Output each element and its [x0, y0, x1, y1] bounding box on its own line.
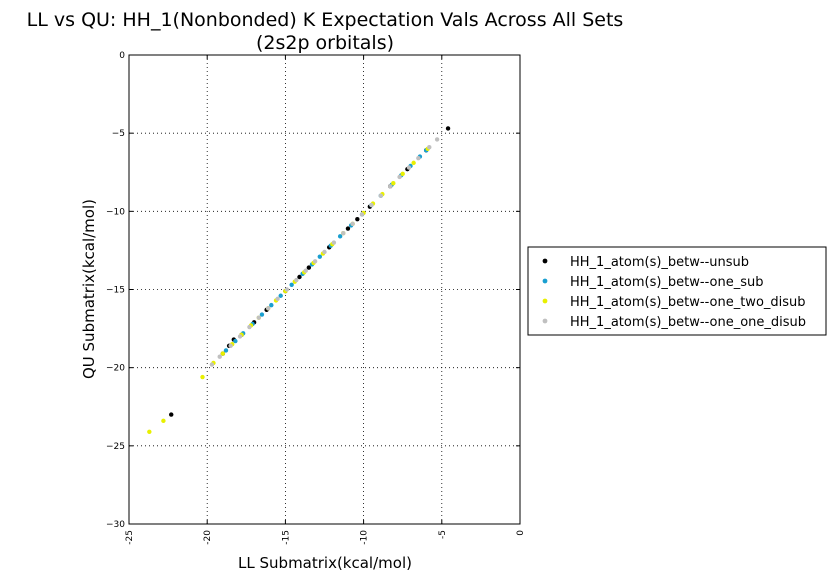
- y-tick-label: −20: [106, 364, 125, 374]
- data-point: [445, 126, 451, 131]
- chart-subtitle: (2s2p orbitals): [256, 32, 394, 54]
- y-tick-label: −15: [106, 286, 125, 296]
- data-point: [147, 429, 152, 434]
- y-tick-label: 0: [119, 51, 125, 61]
- data-point: [247, 324, 252, 330]
- legend-marker: [542, 318, 548, 324]
- y-tick-label: −30: [106, 520, 125, 530]
- data-point: [434, 137, 440, 142]
- data-point: [359, 212, 365, 217]
- data-point: [350, 221, 355, 227]
- legend-label: HH_1_atom(s)_betw--one_sub: [570, 275, 763, 290]
- x-axis-label: LL Submatrix(kcal/mol): [238, 554, 412, 572]
- x-tick-label: -20: [203, 530, 213, 545]
- data-point: [341, 231, 346, 236]
- data-point: [217, 354, 222, 359]
- data-point: [317, 254, 323, 259]
- data-point: [284, 287, 290, 292]
- data-point: [209, 362, 215, 367]
- data-point: [289, 282, 294, 288]
- x-tick-label: -15: [281, 530, 291, 545]
- data-point: [331, 240, 337, 245]
- data-point: [259, 312, 265, 317]
- y-tick-label: −5: [112, 129, 125, 139]
- legend: HH_1_atom(s)_betw--unsub HH_1_atom(s)_bet…: [527, 246, 827, 336]
- legend-marker: [542, 298, 548, 304]
- data-point: [200, 374, 205, 380]
- data-point: [233, 338, 238, 344]
- x-tick-label: -10: [360, 530, 370, 545]
- legend-label: HH_1_atom(s)_betw--one_one_disub: [570, 315, 806, 330]
- data-point: [427, 145, 432, 150]
- data-point: [406, 165, 412, 170]
- data-point: [387, 184, 393, 189]
- data-point: [391, 180, 396, 186]
- data-point: [269, 302, 274, 308]
- legend-label: HH_1_atom(s)_betw--unsub: [570, 255, 749, 270]
- x-tick-label: -5: [438, 530, 448, 539]
- data-point: [397, 174, 402, 180]
- data-point: [275, 296, 280, 302]
- series-1: [169, 126, 451, 417]
- y-axis-label: QU Submatrix(kcal/mol): [80, 199, 98, 379]
- data-point: [161, 418, 166, 424]
- data-point: [322, 249, 327, 255]
- data-point: [220, 351, 226, 356]
- data-point: [237, 334, 243, 339]
- data-point: [345, 226, 351, 231]
- series-4: [209, 137, 440, 367]
- data-point: [306, 265, 312, 270]
- data-point: [355, 216, 360, 222]
- data-point: [297, 274, 302, 280]
- grid: [129, 55, 520, 524]
- legend-label: HH_1_atom(s)_betw--one_two_disub: [570, 295, 806, 310]
- data-point: [256, 315, 262, 320]
- data-point: [169, 412, 174, 417]
- y-tick-label: −10: [106, 207, 125, 217]
- x-tick-label: 0: [516, 530, 526, 536]
- data-point: [416, 155, 421, 161]
- data-point: [312, 259, 318, 264]
- data-point: [337, 234, 343, 239]
- legend-box: [527, 246, 827, 336]
- data-point: [228, 343, 233, 348]
- data-point: [400, 171, 405, 177]
- data-point: [278, 293, 283, 298]
- legend-marker: [542, 258, 548, 264]
- data-point: [294, 277, 299, 283]
- chart-title: LL vs QU: HH_1(Nonbonded) K Expectation …: [27, 9, 624, 31]
- legend-marker: [542, 278, 548, 284]
- data-point: [223, 348, 229, 353]
- data-point: [411, 160, 416, 166]
- data-series: [147, 126, 451, 434]
- x-tick-label: -25: [125, 530, 135, 545]
- axis-ticks: -25 -20 -15 -10 -5 0 0 −5 −10 −15 −20 −25 −30: [106, 51, 526, 545]
- data-point: [369, 202, 374, 208]
- data-point: [265, 306, 271, 311]
- data-point: [303, 268, 308, 273]
- data-point: [378, 193, 384, 198]
- y-tick-label: −25: [106, 442, 125, 452]
